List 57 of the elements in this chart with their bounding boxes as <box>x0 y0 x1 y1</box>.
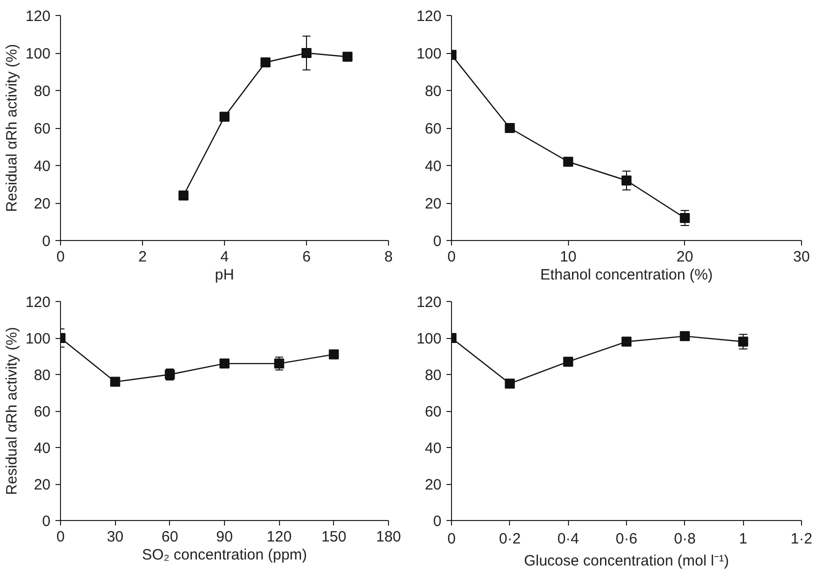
y-tick-label: 100 <box>25 46 51 62</box>
x-axis-title: Ethanol concentration (%) <box>540 266 713 284</box>
x-tick-label: 0·2 <box>498 530 521 548</box>
y-tick-label: 0 <box>42 513 50 530</box>
y-tick-label: 120 <box>25 294 51 311</box>
x-tick-label: 0·4 <box>557 530 580 548</box>
y-tick-label: 40 <box>424 440 442 457</box>
x-tick-label: 0·8 <box>674 530 696 548</box>
x-tick-label: 6 <box>302 248 311 266</box>
y-tick-label: 40 <box>34 440 51 457</box>
x-tick-label: 8 <box>384 248 393 266</box>
x-tick-label: 20 <box>676 248 694 266</box>
y-tick-label: 80 <box>34 83 51 100</box>
y-tick-label: 80 <box>424 83 442 100</box>
x-tick-label: 0 <box>56 528 65 546</box>
y-tick-label: 120 <box>416 294 442 311</box>
y-tick-label: 80 <box>34 367 51 384</box>
y-tick-label: 100 <box>416 330 442 348</box>
y-tick-label: 0 <box>433 233 442 250</box>
y-tick-label: 0 <box>433 513 442 530</box>
y-tick-label: 120 <box>25 8 51 25</box>
x-tick-label: 30 <box>793 248 810 266</box>
x-tick-label: 1·2 <box>790 530 812 548</box>
x-tick-label: 150 <box>321 528 346 546</box>
x-tick-label: 2 <box>138 248 147 266</box>
x-tick-label: 120 <box>266 528 292 546</box>
x-tick-label: 0 <box>447 248 456 266</box>
x-tick-label: 4 <box>220 248 229 266</box>
y-tick-label: 100 <box>416 46 442 62</box>
y-tick-label: 100 <box>25 330 51 348</box>
y-tick-label: 20 <box>34 476 51 494</box>
x-axis-title: pH <box>214 266 234 284</box>
y-tick-label: 60 <box>34 404 51 420</box>
y-axis-title: Residual αRh activity (%) <box>3 327 20 495</box>
y-axis-title: Residual αRh activity (%) <box>3 44 20 212</box>
y-tick-label: 60 <box>424 120 442 138</box>
x-axis-title: Glucose concentration (mol l⁻¹) <box>524 552 730 570</box>
x-tick-label: 0 <box>447 530 456 548</box>
y-tick-label: 60 <box>34 120 51 138</box>
y-tick-label: 120 <box>416 8 442 25</box>
x-tick-label: 90 <box>216 528 233 546</box>
x-tick-label: 180 <box>376 528 402 546</box>
x-tick-label: 0 <box>56 248 65 266</box>
x-tick-label: 10 <box>560 248 577 266</box>
y-tick-label: 20 <box>34 196 51 212</box>
x-tick-label: 0·6 <box>616 530 638 548</box>
y-tick-label: 20 <box>424 196 442 212</box>
y-tick-label: 80 <box>424 367 442 384</box>
x-tick-label: 30 <box>106 528 124 546</box>
x-tick-label: 1 <box>738 530 748 548</box>
y-tick-label: 20 <box>424 476 442 494</box>
y-tick-label: 40 <box>424 158 442 175</box>
x-tick-label: 60 <box>161 528 178 546</box>
y-tick-label: 0 <box>42 233 50 250</box>
x-axis-title: SO₂ concentration (ppm) <box>142 546 308 564</box>
y-tick-label: 60 <box>424 404 442 420</box>
y-tick-label: 40 <box>34 158 51 175</box>
